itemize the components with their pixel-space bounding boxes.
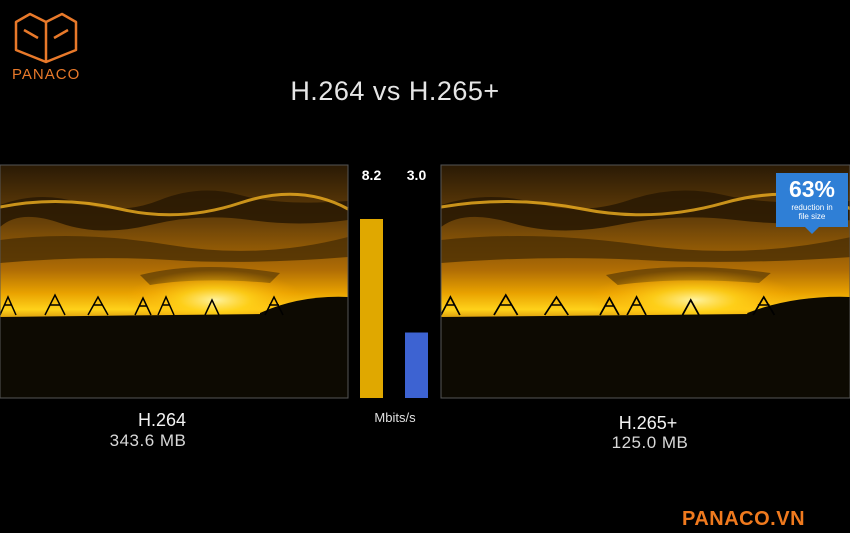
title: H.264 vs H.265+	[290, 76, 500, 106]
left-codec: H.264	[137, 410, 187, 430]
bar	[360, 218, 383, 398]
badge-pointer	[805, 227, 819, 234]
value-label: 8.2	[362, 167, 382, 183]
left-size: 343.6 MB	[109, 431, 187, 450]
right-image-border	[440, 164, 850, 399]
badge-text: reduction in file size	[791, 203, 833, 221]
left-image	[0, 163, 350, 400]
unit-label: Mbits/s	[374, 410, 416, 425]
footer: PANACO.VN	[682, 508, 806, 530]
right-codec: H.265+	[618, 413, 678, 433]
right-size: 125.0 MB	[611, 433, 689, 452]
badge: 63% reduction in file size	[776, 173, 848, 227]
logo-icon	[14, 12, 78, 64]
value-label: 3.0	[407, 167, 427, 183]
badge-percent: 63%	[788, 176, 836, 202]
bar	[405, 332, 428, 398]
bar-chart: 8.2 3.0	[360, 167, 428, 398]
logo-text: PANACO	[12, 66, 81, 83]
